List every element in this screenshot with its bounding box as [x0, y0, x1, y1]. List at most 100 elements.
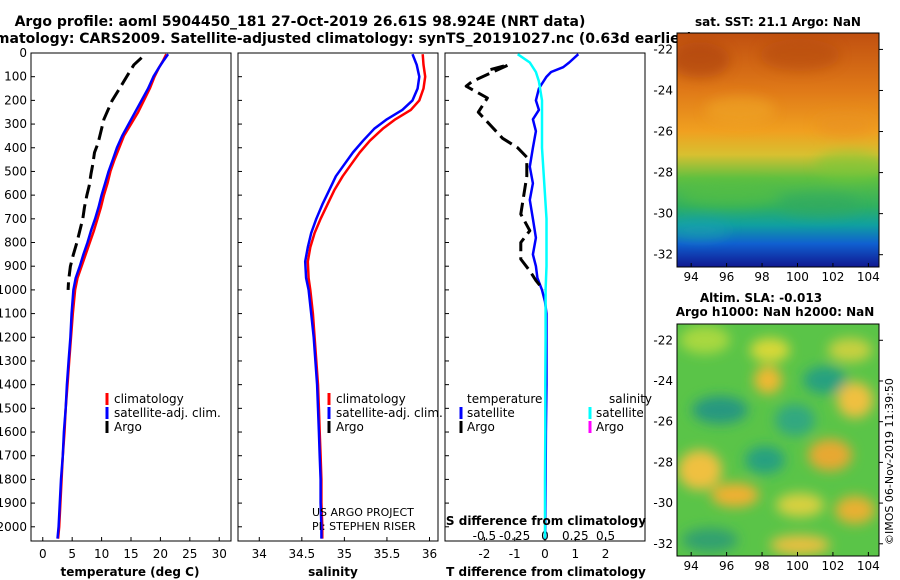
depth-tick-label: 400	[4, 141, 27, 155]
depth-tick-label: 1100	[0, 307, 27, 321]
map-y-tick-label: -32	[653, 248, 673, 262]
depth-tick-label: 700	[4, 212, 27, 226]
map-y-tick-label: -24	[653, 83, 673, 97]
sst-map-frame	[676, 32, 880, 268]
map-x-tick-label: 94	[684, 270, 699, 284]
figure-title-line2: Climatology: CARS2009. Satellite-adjuste…	[0, 31, 693, 47]
series-line-argo	[66, 56, 143, 290]
x-tick-label: 0	[39, 547, 47, 561]
map-x-tick-label: 94	[684, 559, 699, 573]
depth-tick-label: 1600	[0, 425, 27, 439]
figure-title-line1: Argo profile: aoml 5904450_181 27-Oct-20…	[15, 14, 586, 30]
map-x-tick-label: 104	[857, 270, 880, 284]
depth-tick-label: 1000	[0, 283, 27, 297]
map-y-tick-label: -28	[653, 455, 673, 469]
depth-tick-label: 600	[4, 188, 27, 202]
map-y-tick-label: -26	[653, 125, 673, 139]
x-tick-label: 20	[153, 547, 168, 561]
difference-top-label: S difference from climatology	[446, 514, 646, 528]
imos-watermark: ©IMOS 06-Nov-2019 11:39:50	[883, 378, 896, 545]
salinity-legend: climatology satellite-adj. clim. Argo	[327, 392, 443, 434]
x-tick-label: 15	[123, 547, 138, 561]
depth-tick-label: 1500	[0, 401, 27, 415]
sla-map-axes: 94 96 98 100 102 104 -22 -24 -26 -28 -30 -32	[653, 333, 883, 573]
map-x-tick-label: 102	[821, 270, 844, 284]
series-line-temperature-argo	[464, 63, 545, 291]
series-line-climatology	[56, 53, 168, 539]
x-tick-label: 34	[252, 547, 267, 561]
difference-xlabel: T difference from climatology	[446, 565, 646, 579]
sla-map-field	[677, 324, 879, 556]
difference-legend: temperature salinity satellite Argo sate…	[459, 392, 652, 434]
top-tick-label: 0.5	[596, 529, 615, 543]
map-x-tick-label: 100	[786, 270, 809, 284]
map-y-tick-label: -30	[653, 207, 673, 221]
depth-tick-label: 1900	[0, 496, 27, 510]
map-x-tick-label: 98	[754, 559, 769, 573]
map-y-tick-label: -22	[653, 42, 673, 56]
legend-temp-satellite: satellite	[467, 406, 515, 420]
map-y-tick-label: -22	[653, 333, 673, 347]
legend-climatology: climatology	[114, 392, 184, 406]
top-tick-label: -0.25	[499, 529, 530, 543]
depth-tick-label: 0	[19, 46, 27, 60]
x-tick-label: 1	[571, 547, 579, 561]
depth-tick-label: 1300	[0, 354, 27, 368]
difference-series	[464, 53, 580, 539]
x-tick-label: 36	[422, 547, 437, 561]
legend-sal-argo: Argo	[596, 420, 624, 434]
legend-climatology: climatology	[336, 392, 406, 406]
series-line-climatology	[306, 54, 427, 539]
map-y-tick-label: -28	[653, 166, 673, 180]
sla-map-frame	[676, 323, 880, 557]
map-y-tick-label: -30	[653, 496, 673, 510]
x-tick-label: -1	[509, 547, 521, 561]
map-x-tick-label: 98	[754, 270, 769, 284]
legend-salinity-title: salinity	[609, 392, 652, 406]
depth-axis: 0 100 200 300 400 500 600 700 800 900 1000 1100 1200…	[0, 46, 449, 534]
depth-tick-label: 100	[4, 70, 27, 84]
depth-tick-label: 900	[4, 259, 27, 273]
legend-argo: Argo	[336, 420, 364, 434]
sla-map-title: Altim. SLA: -0.013	[700, 291, 822, 305]
depth-tick-label: 1400	[0, 378, 27, 392]
map-y-tick-label: -24	[653, 374, 673, 388]
depth-tick-label: 800	[4, 236, 27, 250]
legend-temperature-title: temperature	[467, 392, 542, 406]
legend-sal-satellite: satellite	[596, 406, 644, 420]
x-axes: 0 5 10 15 20 25 30 34 34.5 35 35.5 36 -2 -1 0 1 2 -0.5 -0.…	[39, 529, 615, 561]
legend-satellite: satellite-adj. clim.	[336, 406, 443, 420]
temperature-xlabel: temperature (deg C)	[61, 565, 200, 579]
x-tick-label: 34.5	[288, 547, 315, 561]
x-tick-label: -2	[478, 547, 490, 561]
depth-tick-label: 500	[4, 164, 27, 178]
series-line-salinity-satellite	[516, 53, 548, 539]
depth-tick-label: 1800	[0, 472, 27, 486]
sla-map-subtitle: Argo h1000: NaN h2000: NaN	[676, 305, 875, 319]
x-tick-label: 10	[94, 547, 109, 561]
depth-tick-label: 200	[4, 93, 27, 107]
project-credit: US ARGO PROJECT	[312, 506, 414, 519]
map-y-tick-label: -32	[653, 537, 673, 551]
series-line-satellite-adj-clim-	[303, 53, 421, 539]
depth-tick-label: 1700	[0, 449, 27, 463]
temperature-series	[56, 53, 170, 539]
map-y-tick-label: -26	[653, 415, 673, 429]
x-tick-label: 25	[182, 547, 197, 561]
x-tick-label: 5	[68, 547, 76, 561]
legend-satellite: satellite-adj. clim.	[114, 406, 221, 420]
salinity-panel-frame	[237, 52, 439, 542]
map-x-tick-label: 102	[821, 559, 844, 573]
temperature-legend: climatology satellite-adj. clim. Argo	[105, 392, 221, 434]
depth-tick-label: 1200	[0, 330, 27, 344]
depth-tick-label: 300	[4, 117, 27, 131]
top-tick-label: 0.25	[562, 529, 589, 543]
x-tick-label: 0	[541, 547, 549, 561]
pi-credit: PI: STEPHEN RISER	[312, 520, 416, 533]
top-tick-label: -0.5	[473, 529, 496, 543]
salinity-xlabel: salinity	[308, 565, 358, 579]
x-tick-label: 2	[602, 547, 610, 561]
sst-map-title: sat. SST: 21.1 Argo: NaN	[695, 15, 861, 29]
x-tick-label: 35.5	[374, 547, 401, 561]
